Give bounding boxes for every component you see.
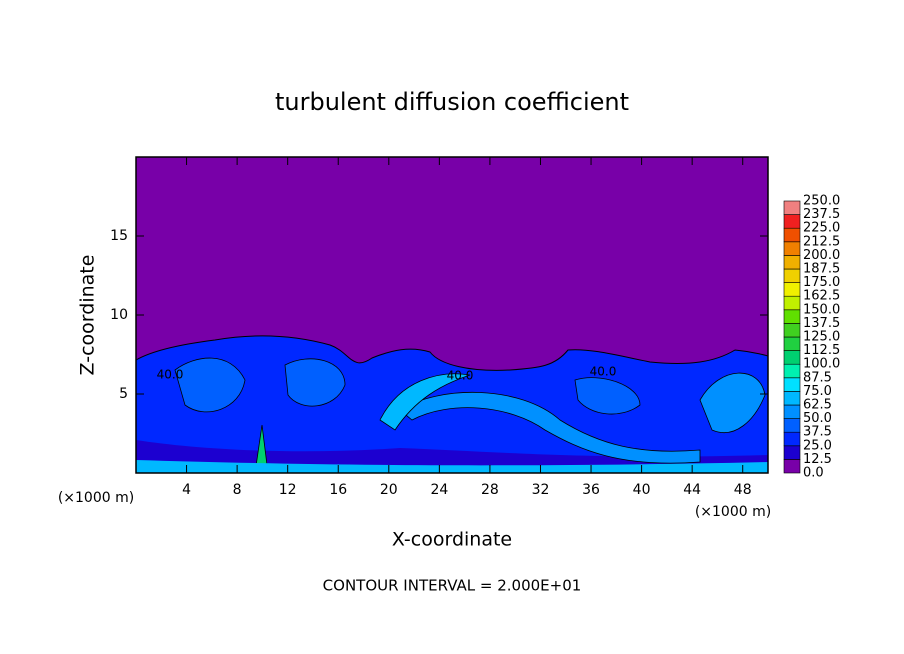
chart-title: turbulent diffusion coefficient [275, 88, 629, 116]
colorbar-label: 62.5 [803, 398, 832, 413]
contour-label: 40.0 [157, 368, 184, 382]
colorbar-label: 100.0 [803, 357, 840, 372]
field-region [174, 357, 246, 413]
field-region [379, 373, 471, 431]
colorbar-label: 75.0 [803, 384, 832, 399]
colorbar-label: 50.0 [803, 411, 832, 426]
x-tick-label: 48 [734, 482, 752, 498]
field-region [284, 358, 346, 407]
colorbar-label: 200.0 [803, 248, 840, 263]
colorbar-box [783, 418, 801, 433]
colorbar-label: 87.5 [803, 370, 832, 385]
colorbar-box [783, 336, 801, 351]
colorbar-label: 237.5 [803, 207, 840, 222]
colorbar-box [783, 227, 801, 243]
colorbar-box [783, 459, 801, 474]
colorbar-label: 212.5 [803, 234, 840, 249]
colorbar-label: 0.0 [803, 466, 824, 481]
contour-label: 40.0 [590, 365, 617, 379]
colorbar-box [783, 309, 801, 324]
x-tick-label: 8 [233, 482, 242, 498]
x-tick-label: 28 [481, 482, 499, 498]
colorbar-box [783, 431, 801, 447]
axis-unit-label: (×1000 m) [695, 504, 771, 520]
colorbar-label: 25.0 [803, 438, 832, 453]
colorbar-label: 37.5 [803, 425, 832, 440]
colorbar-label: 225.0 [803, 221, 840, 236]
colorbar-label: 137.5 [803, 316, 840, 331]
y-tick-label: 15 [110, 228, 128, 244]
colorbar-box [783, 241, 801, 256]
x-tick-label: 36 [582, 482, 600, 498]
colorbar-box [783, 255, 801, 270]
footer-note: CONTOUR INTERVAL = 2.000E+01 [323, 577, 582, 595]
x-tick-label: 4 [182, 482, 191, 498]
colorbar-box [783, 323, 801, 338]
x-axis-label: X-coordinate [392, 529, 512, 551]
contour-label: 40.0 [447, 369, 474, 383]
y-tick-label: 5 [119, 386, 128, 402]
x-tick-label: 32 [532, 482, 550, 498]
field-region [574, 377, 641, 415]
colorbar-box [783, 363, 801, 379]
field-region [699, 372, 766, 433]
x-tick-label: 20 [380, 482, 398, 498]
y-tick-label: 10 [110, 307, 128, 323]
colorbar-box [783, 200, 801, 215]
colorbar-label: 12.5 [803, 452, 832, 467]
colorbar-label: 187.5 [803, 262, 840, 277]
colorbar-box [783, 404, 801, 419]
x-tick-label: 16 [329, 482, 347, 498]
colorbar-box [783, 445, 801, 460]
colorbar-box [783, 214, 801, 229]
axis-unit-label: (×1000 m) [58, 490, 134, 506]
colorbar-label: 112.5 [803, 343, 840, 358]
colorbar-box [783, 391, 801, 406]
colorbar-label: 162.5 [803, 289, 840, 304]
colorbar-label: 150.0 [803, 302, 840, 317]
colorbar-box [783, 295, 801, 311]
x-tick-label: 24 [430, 482, 448, 498]
colorbar-label: 250.0 [803, 194, 840, 209]
y-axis-label: Z-coordinate [77, 255, 99, 376]
x-tick-label: 40 [633, 482, 651, 498]
field-region [399, 392, 701, 464]
x-tick-label: 12 [279, 482, 297, 498]
colorbar-box [783, 377, 801, 392]
colorbar-label: 175.0 [803, 275, 840, 290]
field-region [136, 460, 768, 473]
x-tick-label: 44 [683, 482, 701, 498]
colorbar-label: 125.0 [803, 330, 840, 345]
colorbar-box [783, 268, 801, 283]
colorbar-box [783, 282, 801, 297]
colorbar-box [783, 350, 801, 365]
contour-field: 40.0 40.0 40.0 [135, 157, 769, 474]
